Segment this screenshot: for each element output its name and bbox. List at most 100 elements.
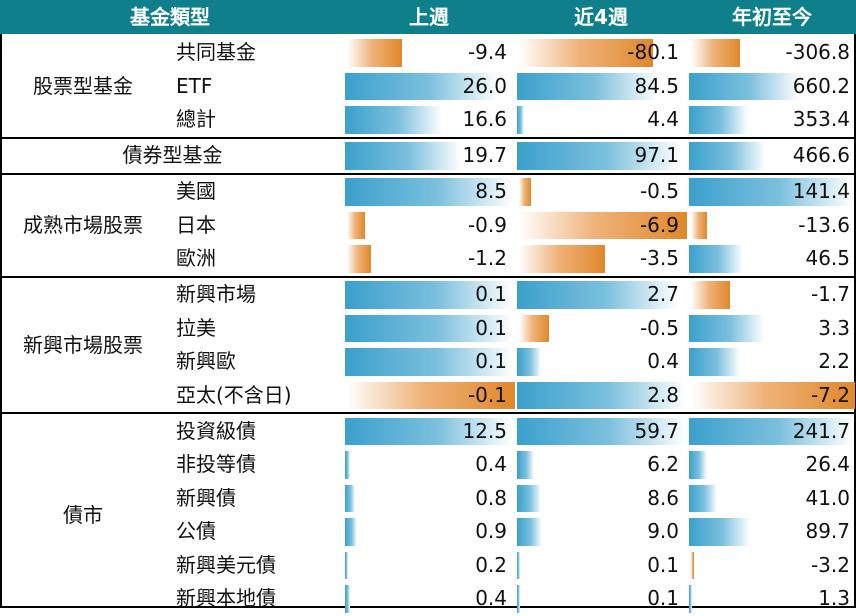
value-cell: 8.6 xyxy=(647,485,679,510)
bottom-border xyxy=(0,606,856,608)
value-cell: 46.5 xyxy=(805,246,850,270)
row-label: 公債 xyxy=(176,519,216,543)
value-cell: -7.2 xyxy=(810,382,850,407)
value-cell: 4.4 xyxy=(647,107,679,131)
positive-bar xyxy=(345,348,513,376)
positive-bar xyxy=(689,72,799,100)
row-label: 非投等債 xyxy=(176,452,256,476)
group-separator xyxy=(0,172,856,175)
value-cell: -3.5 xyxy=(639,246,679,270)
positive-bar xyxy=(345,178,513,206)
header-category: 基金類型 xyxy=(130,5,210,29)
negative-bar xyxy=(691,281,731,309)
positive-bar xyxy=(689,451,708,479)
value-cell: -0.9 xyxy=(467,212,507,237)
value-cell: 0.2 xyxy=(475,552,507,577)
positive-bar xyxy=(517,381,685,409)
group-separator xyxy=(0,275,856,278)
negative-bar xyxy=(519,178,531,206)
value-cell: 3.3 xyxy=(818,315,850,340)
value-cell: 6.2 xyxy=(647,452,679,476)
value-cell: 0.1 xyxy=(475,349,507,373)
value-cell: 2.7 xyxy=(647,282,679,306)
group-separator xyxy=(0,412,856,414)
positive-bar xyxy=(689,178,853,206)
value-cell: 97.1 xyxy=(634,143,679,167)
row-label: 新興美元債 xyxy=(176,552,276,577)
group-label: 債券型基金 xyxy=(122,143,223,167)
group-separator xyxy=(0,136,856,139)
positive-bar xyxy=(517,142,680,170)
value-cell: 353.4 xyxy=(792,107,850,131)
negative-bar xyxy=(347,211,366,239)
group-label: 新興市場股票 xyxy=(23,333,143,357)
positive-bar xyxy=(345,484,356,512)
value-cell: 141.4 xyxy=(792,179,850,203)
positive-bar xyxy=(345,551,349,579)
value-cell: 1.3 xyxy=(818,586,850,610)
right-border xyxy=(854,34,856,608)
group-label: 股票型基金 xyxy=(33,74,133,98)
value-cell: 0.4 xyxy=(647,349,679,373)
value-cell: -1.7 xyxy=(810,282,850,306)
positive-bar xyxy=(517,72,659,100)
negative-bar xyxy=(691,551,694,579)
value-cell: 2.2 xyxy=(818,349,850,373)
positive-bar xyxy=(689,518,750,546)
value-cell: -3.2 xyxy=(810,552,850,577)
value-cell: 26.0 xyxy=(462,73,507,98)
positive-bar xyxy=(689,484,717,512)
value-cell: 16.6 xyxy=(462,107,507,131)
positive-bar xyxy=(517,451,534,479)
negative-bar xyxy=(519,245,605,273)
negative-bar xyxy=(519,211,687,239)
positive-bar xyxy=(345,314,513,342)
positive-bar xyxy=(345,72,498,100)
negative-bar xyxy=(691,39,741,67)
value-cell: 0.1 xyxy=(647,552,679,577)
negative-bar xyxy=(691,211,708,239)
value-cell: 0.4 xyxy=(475,452,507,476)
row-label: 新興債 xyxy=(176,485,236,510)
row-label: 美國 xyxy=(176,179,216,203)
value-cell: -80.1 xyxy=(627,40,679,64)
row-label: 拉美 xyxy=(176,315,216,340)
value-cell: -0.5 xyxy=(639,179,679,203)
value-cell: 84.5 xyxy=(634,73,679,98)
value-cell: 41.0 xyxy=(805,485,850,510)
positive-bar xyxy=(517,281,679,309)
value-cell: 59.7 xyxy=(634,418,679,443)
value-cell: -0.5 xyxy=(639,315,679,340)
value-cell: -13.6 xyxy=(798,212,850,237)
value-cell: 26.4 xyxy=(805,452,850,476)
positive-bar xyxy=(689,585,692,613)
header-ytd: 年初至今 xyxy=(732,5,812,29)
value-cell: 0.8 xyxy=(475,485,507,510)
positive-bar xyxy=(689,106,749,134)
header-last-4-weeks: 近4週 xyxy=(574,5,628,29)
positive-bar xyxy=(517,585,520,613)
positive-bar xyxy=(345,142,461,170)
value-cell: 0.4 xyxy=(475,586,507,610)
negative-bar xyxy=(347,381,515,409)
value-cell: 0.1 xyxy=(647,586,679,610)
value-cell: 0.1 xyxy=(475,315,507,340)
positive-bar xyxy=(689,348,740,376)
positive-bar xyxy=(517,106,524,134)
group-label: 債市 xyxy=(63,502,103,527)
positive-bar xyxy=(345,281,513,309)
value-cell: 241.7 xyxy=(792,418,850,443)
negative-bar xyxy=(347,39,403,67)
row-label: 歐洲 xyxy=(176,246,216,270)
negative-bar xyxy=(519,314,550,342)
row-label: 新興市場 xyxy=(176,282,256,306)
row-label: 新興歐 xyxy=(176,349,236,373)
value-cell: 12.5 xyxy=(462,418,507,443)
positive-bar xyxy=(517,417,685,445)
positive-bar xyxy=(345,585,351,613)
value-cell: 0.1 xyxy=(475,282,507,306)
value-cell: 19.7 xyxy=(462,143,507,167)
positive-bar xyxy=(345,451,351,479)
positive-bar xyxy=(345,518,357,546)
